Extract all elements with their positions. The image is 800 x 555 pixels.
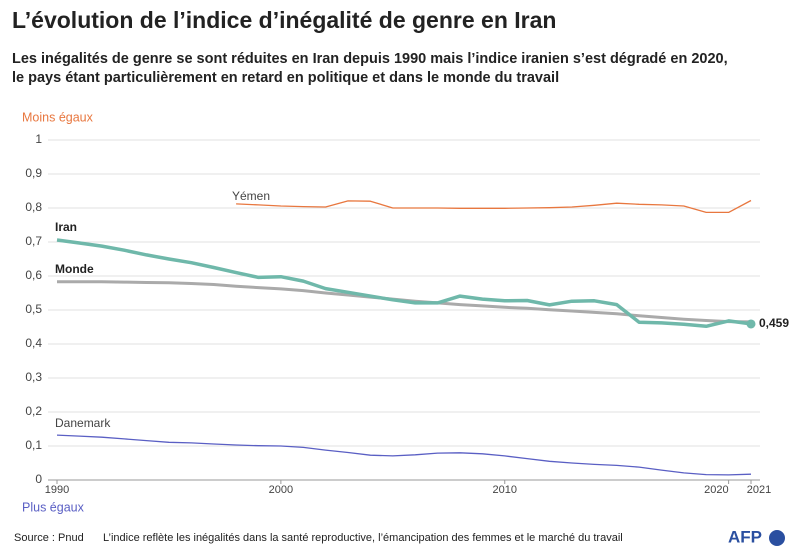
y-tick-label: 0,9 xyxy=(25,166,42,180)
series-line xyxy=(56,238,752,329)
value-label: 0,459 xyxy=(759,316,789,330)
x-tick-label: 2020 xyxy=(704,484,728,496)
y-tick-label: 0,7 xyxy=(25,234,42,248)
x-tick-label: 2010 xyxy=(492,484,516,496)
x-tick-label: 2021 xyxy=(747,484,771,496)
series-label: Danemark xyxy=(55,416,111,430)
y-tick-label: 0,8 xyxy=(25,200,42,214)
y-tick-label: 0,6 xyxy=(25,268,42,282)
x-tick-label: 1990 xyxy=(45,484,69,496)
y-tick-label: 0 xyxy=(35,472,42,486)
y-tick-label: 1 xyxy=(35,132,42,146)
series-line xyxy=(56,434,752,476)
source: Source : Pnud xyxy=(14,532,84,544)
logo-dot xyxy=(769,530,785,546)
subtitle: le pays étant particulièrement en retard… xyxy=(12,70,559,86)
series-label: Iran xyxy=(55,220,77,234)
y-tick-label: 0,3 xyxy=(25,370,42,384)
y-tick-label: 0,2 xyxy=(25,404,42,418)
annotation: Plus égaux xyxy=(22,500,85,514)
y-tick-label: 0,4 xyxy=(25,336,42,350)
chart-title: L’évolution de l’indice d’inégalité de g… xyxy=(12,7,556,33)
subtitle: Les inégalités de genre se sont réduites… xyxy=(12,51,728,67)
series-label: Yémen xyxy=(232,189,270,203)
y-tick-label: 0,1 xyxy=(25,438,42,452)
y-tick-label: 0,5 xyxy=(25,302,42,316)
point xyxy=(746,319,756,329)
logo: AFP xyxy=(728,527,762,546)
x-tick-label: 2000 xyxy=(269,484,293,496)
annotation: Moins égaux xyxy=(22,110,94,124)
series-label: Monde xyxy=(55,262,94,276)
series-line xyxy=(236,199,752,214)
note: L’indice reflète les inégalités dans la … xyxy=(103,532,623,544)
